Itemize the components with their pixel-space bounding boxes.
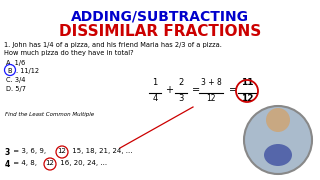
Text: B: B (8, 68, 12, 74)
Text: 3 + 8: 3 + 8 (201, 78, 221, 87)
Text: 4: 4 (152, 94, 158, 103)
Ellipse shape (264, 144, 292, 166)
Text: 1. John has 1/4 of a pizza, and his friend Maria has 2/3 of a pizza.: 1. John has 1/4 of a pizza, and his frie… (4, 42, 222, 48)
Text: How much pizza do they have in total?: How much pizza do they have in total? (4, 50, 134, 56)
Text: =: = (229, 85, 237, 95)
Text: 3: 3 (5, 148, 10, 157)
Text: 2: 2 (178, 78, 184, 87)
Text: 1: 1 (152, 78, 158, 87)
Text: = 4, 8,: = 4, 8, (11, 160, 39, 166)
Text: 12: 12 (241, 94, 253, 103)
Text: DISSIMILAR FRACTIONS: DISSIMILAR FRACTIONS (59, 24, 261, 39)
Text: A. 1/6: A. 1/6 (6, 60, 25, 66)
Text: +: + (165, 85, 173, 95)
Text: 15, 18, 21, 24, ...: 15, 18, 21, 24, ... (70, 148, 132, 154)
Text: 12: 12 (206, 94, 216, 103)
Text: 16, 20, 24, ...: 16, 20, 24, ... (58, 160, 107, 166)
Text: 12: 12 (58, 148, 67, 154)
Text: 4: 4 (5, 160, 10, 169)
Text: C. 3/4: C. 3/4 (6, 77, 26, 83)
Text: =: = (192, 85, 200, 95)
Text: ADDING/SUBTRACTING: ADDING/SUBTRACTING (71, 10, 249, 24)
Text: D. 5/7: D. 5/7 (6, 86, 26, 92)
Text: 3: 3 (178, 94, 184, 103)
Circle shape (244, 106, 312, 174)
Text: . 11/12: . 11/12 (16, 68, 39, 74)
Text: Find the Least Common Multiple: Find the Least Common Multiple (5, 112, 94, 117)
Text: = 3, 6, 9,: = 3, 6, 9, (11, 148, 48, 154)
Text: 12: 12 (45, 160, 54, 166)
Circle shape (266, 108, 290, 132)
Text: 11: 11 (241, 78, 253, 87)
